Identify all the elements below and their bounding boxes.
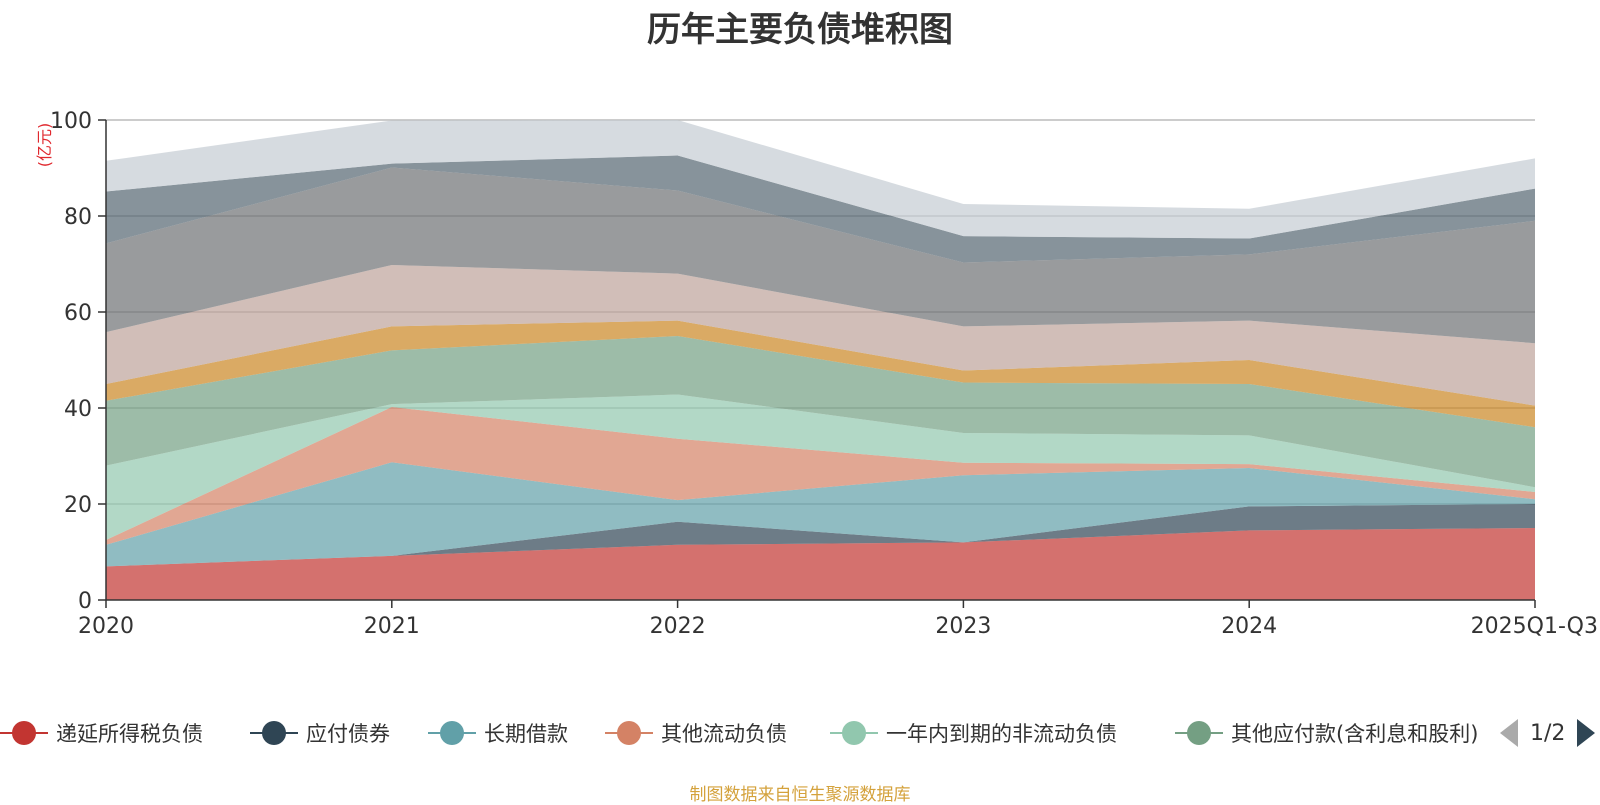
legend-label: 应付债券 (306, 722, 390, 746)
legend-marker-icon (830, 718, 878, 748)
area-series-8[interactable] (106, 264, 1535, 406)
y-tick-label: 80 (64, 205, 92, 230)
area-series-2[interactable] (106, 504, 1535, 567)
legend-item[interactable]: 应付债券 (250, 716, 390, 750)
legend-page-indicator: 1/2 (1530, 720, 1566, 746)
legend-item[interactable]: 其他流动负债 (605, 716, 787, 750)
x-tick-label: 2024 (1221, 614, 1277, 639)
legend-label: 其他流动负债 (661, 722, 787, 746)
y-tick-label: 60 (64, 301, 92, 326)
area-series-5[interactable] (106, 394, 1535, 540)
x-tick-label: 2025Q1-Q3 (1471, 614, 1598, 639)
legend-marker-icon (0, 718, 48, 748)
chart-title: 历年主要负债堆积图 (647, 10, 953, 50)
y-tick-label: 20 (64, 493, 92, 518)
y-tick-label: 100 (50, 109, 92, 134)
x-tick-label: 2022 (650, 614, 706, 639)
legend: 递延所得税负债 应付债券 长期借款 其他流动负债 一年内到期的非流动负债 其他应付款(含利… (0, 716, 1600, 752)
x-tick-label: 2023 (935, 614, 991, 639)
legend-prev-page-icon[interactable] (1500, 719, 1518, 747)
area-layer (106, 120, 1535, 600)
legend-marker-icon (250, 718, 298, 748)
x-tick-label: 2020 (78, 614, 134, 639)
y-tick-label: 0 (78, 589, 92, 614)
legend-marker-icon (1175, 718, 1223, 748)
area-series-11[interactable] (106, 120, 1535, 239)
axes: 0 20 40 60 80 100 2020 2021 2022 2023 2024 2025Q1-Q… (50, 109, 1598, 639)
legend-item[interactable]: 一年内到期的非流动负债 (830, 716, 1117, 750)
legend-marker-icon (605, 718, 653, 748)
legend-marker-icon (428, 718, 476, 748)
legend-label: 长期借款 (484, 722, 568, 746)
area-series-10[interactable] (106, 155, 1535, 263)
area-series-7[interactable] (106, 320, 1535, 428)
legend-item[interactable]: 其他应付款(含利息和股利) (1175, 716, 1478, 750)
legend-label: 递延所得税负债 (56, 722, 203, 746)
area-series-3[interactable] (106, 462, 1535, 567)
y-axis-unit-label: (亿元) (35, 123, 54, 168)
legend-label: 其他应付款(含利息和股利) (1231, 722, 1479, 746)
legend-label: 一年内到期的非流动负债 (886, 722, 1117, 746)
legend-pager: 1/2 (1500, 716, 1596, 750)
stacked-area-chart: 0 20 40 60 80 100 2020 2021 2022 2023 2024 2025Q1-Q… (35, 109, 1598, 639)
x-tick-label: 2021 (364, 614, 420, 639)
area-series-9[interactable] (106, 167, 1535, 344)
area-series-6[interactable] (106, 336, 1535, 488)
legend-item[interactable]: 长期借款 (428, 716, 568, 750)
legend-next-page-icon[interactable] (1577, 719, 1596, 747)
source-note: 制图数据来自恒生聚源数据库 (689, 785, 911, 805)
y-tick-label: 40 (64, 397, 92, 422)
legend-item[interactable]: 递延所得税负债 (0, 716, 203, 750)
area-series-4[interactable] (106, 407, 1535, 545)
area-series-1[interactable] (106, 528, 1535, 600)
